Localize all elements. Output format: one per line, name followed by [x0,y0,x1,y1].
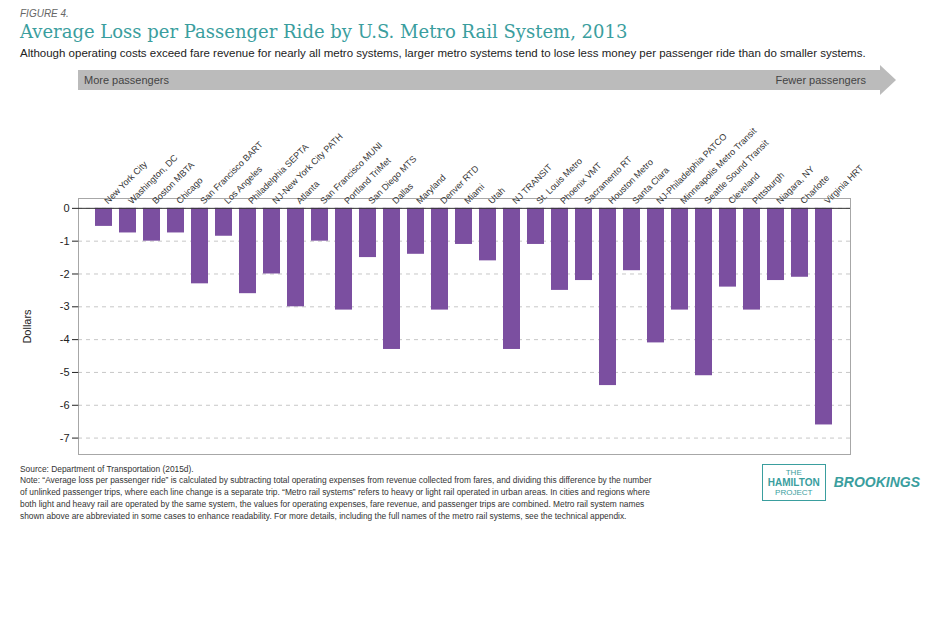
svg-text:Washington, DC: Washington, DC [126,152,180,206]
svg-text:Denver RTD: Denver RTD [438,163,481,206]
html-text:Source: Department of Transpor: Source: Department of Transportation (20… [20,463,652,521]
svg-text:-6: -6 [60,398,70,410]
svg-text:Dollars: Dollars [21,308,33,343]
svg-text:Seattle Sound Transit: Seattle Sound Transit [702,137,771,206]
svg-text:St. Louis Metro: St. Louis Metro [534,155,585,206]
html-text:THE: THE [785,467,802,477]
svg-text:Maryland: Maryland [414,172,448,206]
svg-text:NJ-New York City PATH: NJ-New York City PATH [270,130,345,206]
svg-text:NJ-Philadelphia PATCO: NJ-Philadelphia PATCO [654,130,729,206]
svg-text:-7: -7 [60,431,70,443]
svg-text:NJ TRANSIT: NJ TRANSIT [510,161,555,206]
svg-text:-4: -4 [60,333,70,345]
svg-text:-5: -5 [60,365,70,377]
svg-text:Cleveland: Cleveland [726,169,762,206]
svg-text:-3: -3 [60,300,70,312]
svg-text:Charlotte: Charlotte [798,172,832,206]
html-text:BROOKINGS: BROOKINGS [833,474,920,491]
svg-text:Atlanta: Atlanta [294,178,321,205]
html-text:Average Loss per Passenger Rid: Average Loss per Passenger Ride by U.S. … [20,21,628,42]
svg-text:Houston Metro: Houston Metro [606,156,656,206]
html-text:HAMILTON: HAMILTON [767,476,820,488]
svg-text:San Francisco MUNI: San Francisco MUNI [318,139,385,206]
svg-text:San Francisco BART: San Francisco BART [198,138,265,206]
svg-text:Miami: Miami [462,181,486,205]
svg-text:Portland TriMet: Portland TriMet [342,155,393,206]
svg-text:Phoenix VMT: Phoenix VMT [558,160,604,206]
svg-text:Chicago: Chicago [174,174,205,206]
svg-text:Philadelphia SEPTA: Philadelphia SEPTA [246,141,311,206]
svg-text:Pittsburgh: Pittsburgh [750,169,787,206]
svg-text:Los Angeles: Los Angeles [222,163,265,206]
svg-text:-1: -1 [60,234,70,246]
html-text:FIGURE 4.: FIGURE 4. [20,8,69,19]
svg-text:Minneapolis Metro Transit: Minneapolis Metro Transit [678,125,759,206]
html-text:More passengers: More passengers [84,73,169,86]
svg-text:Utah: Utah [486,185,507,206]
svg-text:Boston MBTA: Boston MBTA [150,159,197,206]
svg-text:San Diego MTS: San Diego MTS [366,153,418,205]
html-text:Although operating costs excee: Although operating costs exceed fare rev… [20,47,866,59]
svg-text:Santa Clara: Santa Clara [630,164,672,206]
html-text:PROJECT: PROJECT [775,488,813,498]
svg-text:Niagara, NY: Niagara, NY [774,163,817,206]
svg-text:Sacramento RT: Sacramento RT [582,153,634,206]
svg-text:0: 0 [63,201,69,213]
svg-text:Dallas: Dallas [390,180,415,205]
svg-text:New York City: New York City [102,158,150,206]
svg-text:Virginia HRT: Virginia HRT [822,162,865,205]
svg-text:-2: -2 [60,267,70,279]
html-text:Fewer passengers: Fewer passengers [775,73,866,86]
